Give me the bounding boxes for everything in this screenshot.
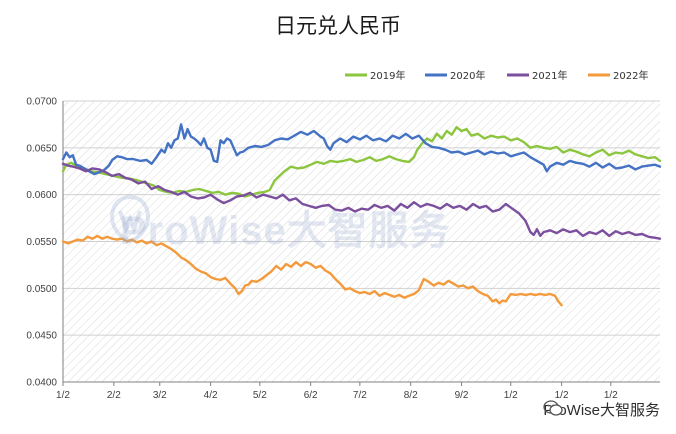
x-tick-label: 1/2 — [504, 390, 518, 401]
series-lines — [61, 123, 662, 307]
chart-title: 日元兑人民币 — [275, 14, 401, 38]
legend: 2019年 2020年 2021年 2022年 — [345, 69, 648, 82]
gridlines — [63, 100, 660, 336]
y-tick-label: 0.0550 — [26, 237, 57, 248]
y-tick-label: 0.0650 — [26, 143, 57, 154]
x-tick-label: 2/2 — [107, 390, 121, 401]
x-tick-label: 3/2 — [153, 390, 167, 401]
x-tick-label: 1/2 — [56, 390, 70, 401]
axes: 0.0400 0.0450 0.0500 0.0550 0.0600 0.0650 0.07… — [26, 97, 660, 401]
wechat-icon — [543, 400, 563, 416]
y-tick-label: 0.0400 — [26, 378, 57, 389]
x-tick-label: 7/2 — [353, 390, 367, 401]
y-tick-label: 0.0600 — [26, 190, 57, 201]
series-line-2022年 — [61, 234, 563, 307]
watermark-text: ProWise大智服务 — [120, 209, 451, 253]
legend-label: 2022年 — [613, 69, 648, 82]
legend-label: 2019年 — [370, 69, 405, 82]
series-line-2020年 — [61, 123, 662, 176]
x-tick-label: 8/2 — [404, 390, 418, 401]
y-tick-label: 0.0450 — [26, 331, 57, 342]
x-tick-label: 5/2 — [253, 390, 267, 401]
x-tick-label: 9/2 — [455, 390, 469, 401]
x-tick-label: 1/2 — [555, 390, 569, 401]
brand-label: ProWise大智服务 — [543, 402, 660, 419]
x-tick-label: 6/2 — [304, 390, 318, 401]
x-tick-label: 4/2 — [204, 390, 218, 401]
brand-footer: ProWise大智服务 — [543, 399, 660, 420]
legend-label: 2021年 — [532, 69, 567, 82]
y-tick-label: 0.0700 — [26, 97, 57, 108]
series-line-2021年 — [61, 162, 662, 240]
legend-label: 2020年 — [450, 69, 485, 82]
watermark-logo-icon — [109, 194, 151, 244]
x-tick-label: 1/2 — [604, 390, 618, 401]
y-tick-label: 0.0500 — [26, 284, 57, 295]
